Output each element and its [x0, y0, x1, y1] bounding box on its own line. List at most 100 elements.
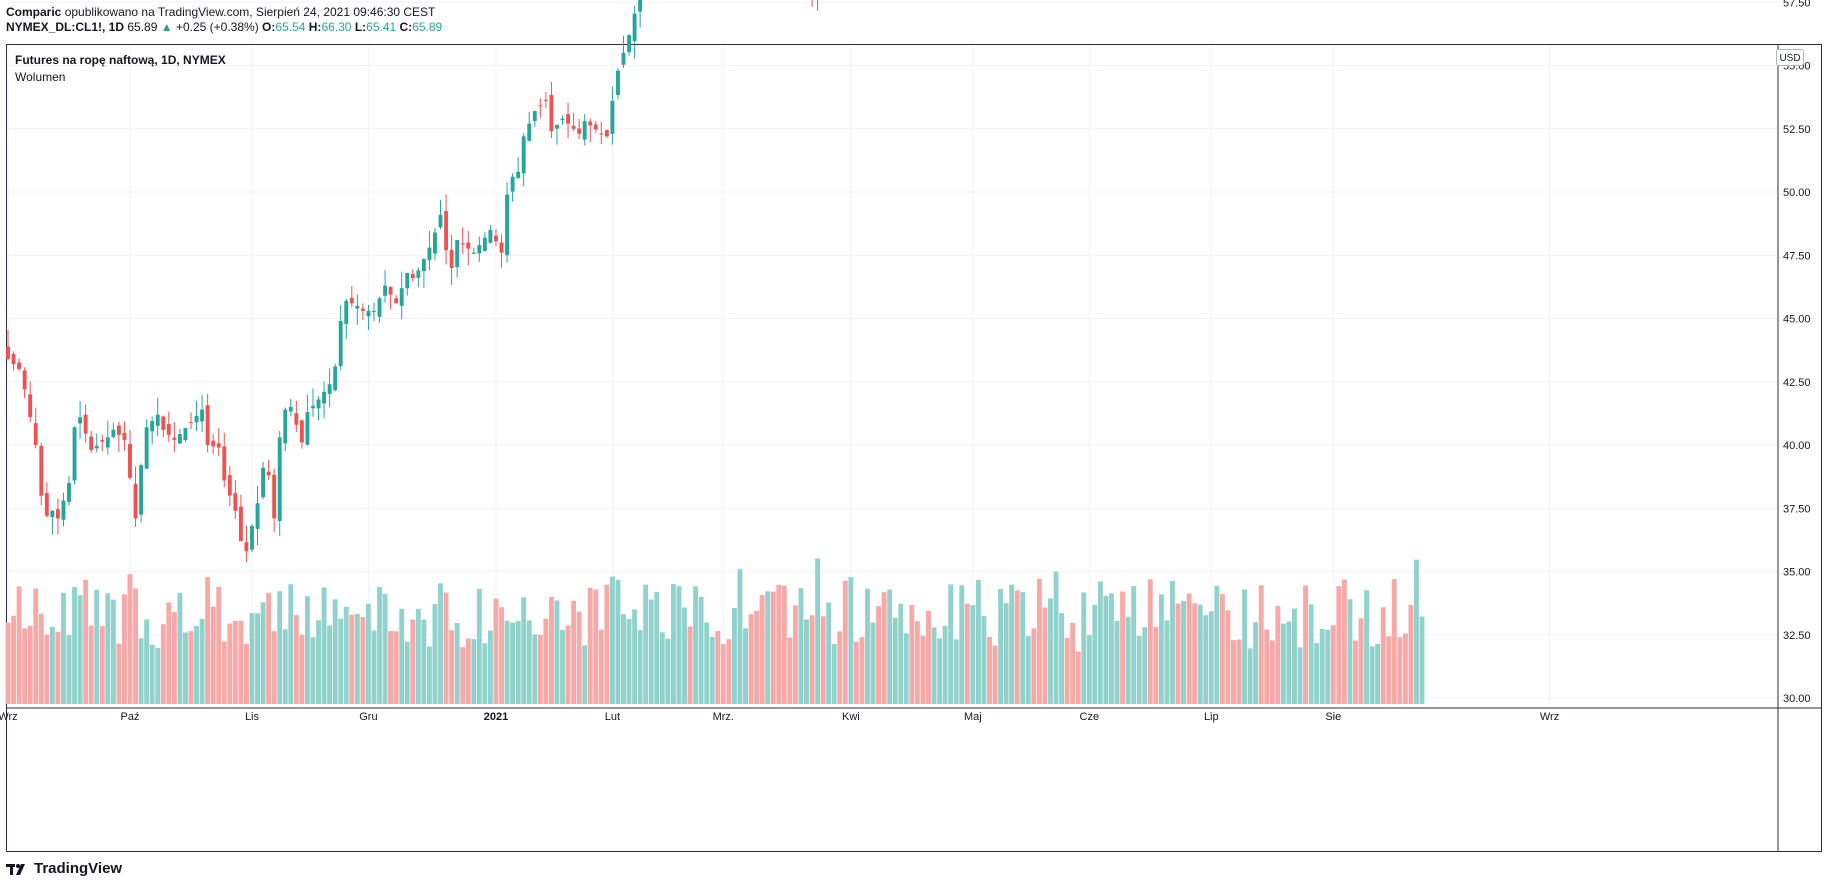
volume-bar [598, 629, 604, 704]
volume-bar [759, 595, 765, 704]
candle-body [316, 399, 321, 409]
volume-bar [421, 619, 427, 704]
candle-body [499, 242, 504, 253]
volume-bar [1292, 608, 1297, 704]
volume-bar [587, 587, 593, 704]
candle-body [172, 437, 177, 440]
candle-body [11, 353, 16, 365]
volume-bar [1253, 622, 1259, 704]
volume-bar [460, 647, 466, 704]
candle-body [327, 384, 332, 394]
legend-title[interactable]: Futures na ropę naftową, 1D, NYMEX [15, 53, 226, 67]
volume-bar [449, 630, 455, 704]
volume-bar [454, 623, 460, 704]
volume-bar [349, 614, 355, 704]
volume-bar [682, 607, 687, 704]
volume-bar [1158, 594, 1164, 704]
volume-bar [582, 645, 588, 704]
volume-bar [576, 611, 582, 704]
volume-bar [748, 614, 754, 704]
volume-bar [1369, 646, 1375, 704]
volume-bar [1003, 603, 1009, 704]
volume-bar [410, 619, 416, 704]
candle-body [205, 405, 210, 445]
volume-bar [870, 622, 876, 704]
volume-bar [188, 631, 194, 704]
volume-bar [565, 625, 571, 704]
candle-body [250, 525, 254, 550]
volume-bar [526, 620, 532, 704]
candle-body [100, 440, 105, 442]
y-tick-label: 32.50 [1783, 630, 1811, 642]
candle-body [222, 446, 227, 481]
volume-bar [1009, 584, 1015, 704]
volume-bar [249, 613, 255, 704]
volume-bar [388, 631, 394, 704]
candle-body [372, 310, 376, 312]
candle-body [294, 413, 299, 425]
candle-body [510, 176, 515, 192]
y-tick-label: 40.00 [1783, 440, 1811, 452]
volume-bar [1325, 629, 1331, 704]
candle-body [477, 245, 482, 254]
volume-bar [88, 625, 94, 704]
volume-bar [72, 587, 77, 704]
volume-bar [199, 618, 205, 704]
volume-bar [1192, 603, 1198, 704]
volume-bar [1086, 635, 1092, 704]
volume-bar [404, 641, 410, 704]
candle-body [588, 121, 593, 126]
volume-bar [1330, 625, 1336, 704]
volume-bar [1286, 621, 1292, 704]
x-tick-label: Lut [605, 711, 620, 723]
candle-body [494, 235, 498, 242]
volume-bar [371, 630, 377, 704]
last-price: 65.89 [127, 20, 158, 34]
volume-bar [909, 605, 915, 704]
candle-body [505, 194, 509, 256]
volume-bar [521, 597, 527, 704]
candle-body [227, 475, 232, 496]
x-tick-label: Lis [245, 711, 260, 723]
legend-volume[interactable]: Wolumen [15, 70, 66, 84]
volume-bar [1064, 637, 1070, 704]
volume-bar [166, 602, 172, 704]
currency-badge[interactable]: USD [1776, 49, 1804, 66]
volume-bar [393, 631, 399, 704]
candle-body [244, 542, 249, 552]
candle-body [166, 424, 171, 435]
volume-bar [1380, 607, 1386, 704]
volume-bar [693, 586, 699, 704]
volume-bar [937, 638, 943, 704]
volume-bar [964, 603, 970, 704]
volume-bar [1181, 601, 1187, 704]
volume-bar [1042, 607, 1048, 704]
volume-bar [66, 634, 72, 704]
chart-frame[interactable] [6, 44, 1822, 852]
volume-bar [1147, 579, 1153, 704]
candle-body [471, 252, 476, 254]
candle-body [211, 440, 216, 447]
volume-bar [177, 592, 183, 704]
volume-bar [282, 629, 288, 704]
volume-bar [731, 607, 737, 704]
y-tick-label: 57.50 [1783, 0, 1811, 9]
x-tick-label: Paź [121, 711, 140, 723]
volume-bar [443, 592, 449, 704]
volume-bar [55, 631, 61, 704]
volume-bar [1419, 616, 1425, 704]
volume-bar [1308, 604, 1314, 704]
candle-body [122, 432, 127, 440]
candle-body [543, 99, 548, 101]
close-label: C: [399, 20, 413, 34]
volume-bar [5, 622, 11, 704]
volume-bar [859, 637, 865, 704]
volume-bar [83, 579, 89, 704]
candle-body [344, 300, 349, 324]
tradingview-logo[interactable]: TradingView [6, 860, 122, 877]
x-tick-label: 2021 [484, 711, 508, 723]
volume-bar [914, 621, 920, 704]
candle-body [438, 214, 443, 228]
y-tick-label: 42.50 [1783, 377, 1811, 389]
